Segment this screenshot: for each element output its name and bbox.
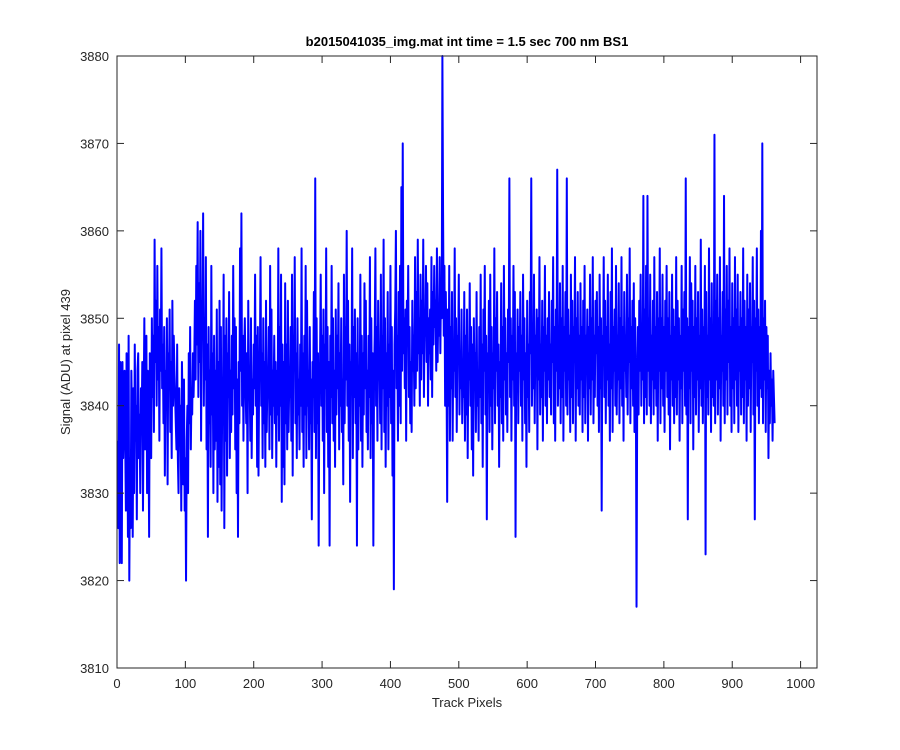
x-tick-label-600: 600: [516, 676, 538, 691]
y-tick-label-3830: 3830: [80, 486, 109, 501]
x-tick-label-1000: 1000: [786, 676, 815, 691]
x-tick-label-100: 100: [175, 676, 197, 691]
x-tick-label-200: 200: [243, 676, 265, 691]
y-tick-label-3810: 3810: [80, 661, 109, 676]
y-tick-label-3870: 3870: [80, 136, 109, 151]
x-tick-label-300: 300: [311, 676, 333, 691]
x-tick-label-0: 0: [113, 676, 120, 691]
x-tick-label-500: 500: [448, 676, 470, 691]
x-tick-label-700: 700: [585, 676, 607, 691]
x-axis-label: Track Pixels: [432, 695, 503, 710]
ticks-layer: 0 100 200 300 400 500 600 700 800 900 1000 3810 3820…: [80, 49, 817, 691]
y-tick-label-3860: 3860: [80, 224, 109, 239]
series-line-0: [116, 55, 776, 608]
y-tick-label-3820: 3820: [80, 574, 109, 589]
y-tick-label-3850: 3850: [80, 311, 109, 326]
x-tick-label-900: 900: [721, 676, 743, 691]
plot-area-frame: [116, 55, 818, 669]
y-tick-label-3880: 3880: [80, 49, 109, 64]
x-tick-label-400: 400: [380, 676, 402, 691]
y-tick-label-3840: 3840: [80, 399, 109, 414]
series-layer: [116, 55, 776, 608]
x-tick-label-800: 800: [653, 676, 675, 691]
y-axis-label: Signal (ADU) at pixel 439: [58, 289, 73, 435]
chart-title: b2015041035_img.mat int time = 1.5 sec 7…: [306, 34, 629, 49]
